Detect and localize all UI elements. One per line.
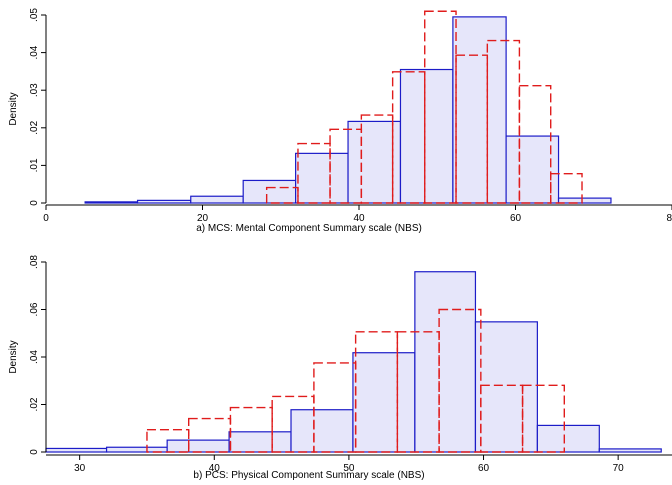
x-tick-label: 40 <box>353 213 365 224</box>
x-tick-label: 80 <box>666 213 672 224</box>
histogram-bar-dashed <box>354 331 399 453</box>
y-tick-label: .04 <box>29 45 40 59</box>
x-tick-label: 40 <box>209 463 221 474</box>
histogram-bar-dashed <box>297 142 331 204</box>
histogram-bar-dashed <box>229 406 273 453</box>
histogram-bar-solid <box>242 179 297 204</box>
histogram-bar-solid <box>166 439 230 453</box>
y-tick-label: .03 <box>29 83 40 97</box>
y-tick-label: .02 <box>29 397 40 411</box>
histogram-bar-dashed <box>521 384 566 453</box>
histogram-bar-solid <box>474 321 538 453</box>
y-tick-label: .02 <box>29 120 40 134</box>
histogram-bar-solid <box>190 195 244 204</box>
y-axis-title: Density <box>8 92 19 125</box>
histogram-bar-solid <box>84 201 139 204</box>
histogram-bar-dashed <box>396 331 440 453</box>
bottom-histogram-panel: 0 .02 .04 .06 .08 30 40 50 60 70 b) PCS: Physical … <box>8 255 672 481</box>
histogram-bar-dashed <box>360 114 394 204</box>
histogram-bar-solid <box>414 271 477 453</box>
histogram-bar-solid <box>399 68 454 204</box>
x-tick-label: 60 <box>478 463 490 474</box>
y-tick-label: .04 <box>29 350 40 364</box>
y-tick-label: .05 <box>29 8 40 22</box>
histogram-bar-solid <box>505 135 560 204</box>
y-axis-title: Density <box>8 340 19 373</box>
histogram-bar-solid <box>352 352 416 453</box>
histogram-bar-solid <box>105 446 168 453</box>
histogram-bar-solid <box>295 152 349 204</box>
y-tick-label: .06 <box>29 302 40 316</box>
x-axis-title: b) PCS: Physical Component Summary scale… <box>193 470 424 481</box>
histogram-bar-dashed <box>424 10 457 204</box>
histogram-bar-solid <box>557 197 612 204</box>
y-tick-label: .01 <box>29 158 40 172</box>
x-tick-label: 0 <box>43 213 49 224</box>
histogram-bar-solid <box>452 16 507 204</box>
x-tick-label: 60 <box>510 213 522 224</box>
histogram-bar-solid <box>228 431 292 453</box>
histogram-bar-dashed <box>480 384 524 453</box>
y-tick-label: 0 <box>29 200 40 206</box>
x-tick-label: 20 <box>197 213 209 224</box>
x-tick-label: 30 <box>74 463 86 474</box>
histogram-bar-solid <box>136 199 192 204</box>
x-tick-label: 50 <box>343 463 355 474</box>
histogram-bar-solid <box>45 447 108 453</box>
histogram-bar-solid <box>347 120 402 204</box>
histogram-bar-dashed <box>486 39 521 204</box>
histogram-bar-dashed <box>518 84 552 204</box>
top-histogram-panel: 0 .01 .02 .03 .04 .05 0 20 40 60 80 a) MCS: Mental … <box>8 8 672 234</box>
y-tick-label: .08 <box>29 255 40 269</box>
histogram-bar-solid <box>290 409 354 453</box>
histogram-bar-dashed <box>550 172 583 204</box>
histogram-bar-solid <box>536 424 600 453</box>
y-tick-label: 0 <box>29 449 40 455</box>
histogram-bar-dashed <box>146 428 190 453</box>
histogram-bar-dashed <box>438 308 482 453</box>
x-axis-title: a) MCS: Mental Component Summary scale (… <box>196 223 422 234</box>
x-tick-label: 70 <box>613 463 625 474</box>
histogram-bar-solid <box>598 448 662 453</box>
